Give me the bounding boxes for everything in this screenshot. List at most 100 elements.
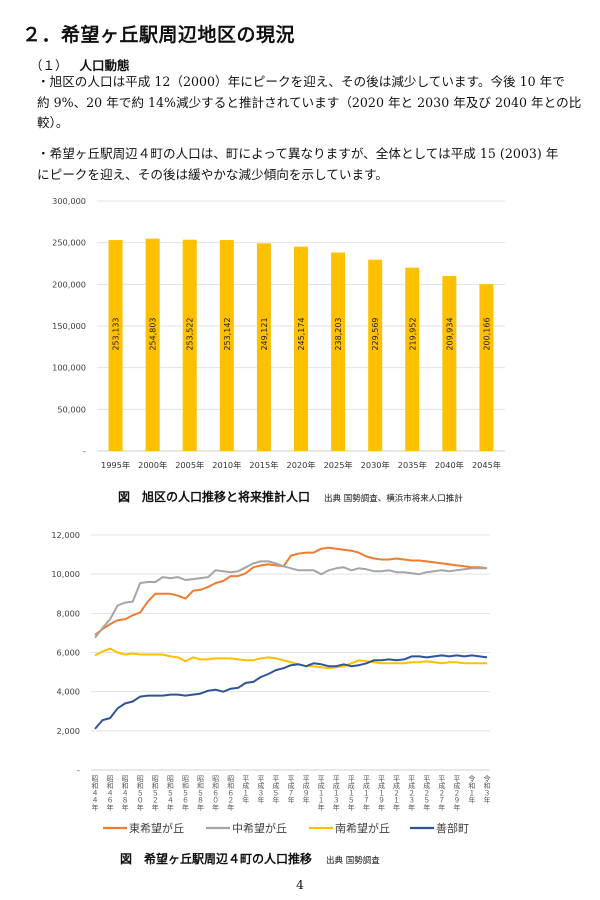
bar-value-label: 253,142	[223, 317, 232, 350]
x-tick-label: 平成１５年	[348, 775, 355, 812]
figure2-source: 出典 国勢調査	[326, 856, 380, 866]
paragraph-four-towns: ・希望ヶ丘駅周辺４町の人口は、町によって異なりますが、全体としては平成 15 (…	[37, 144, 563, 185]
x-tick-label: 2025年	[324, 460, 353, 470]
bar	[405, 267, 420, 451]
x-tick-label: 2005年	[175, 460, 204, 470]
paragraph-asahi-population: ・旭区の人口は平成 12（2000）年にピークを迎え、その後は減少しています。今…	[37, 72, 582, 134]
x-tick-label: 昭和５６年	[182, 775, 189, 812]
figure2-caption-title: 図 希望ヶ丘駅周辺４町の人口推移	[120, 852, 313, 866]
x-tick-label: 平成２５年	[423, 775, 430, 812]
x-tick-label: 平成１１年	[318, 775, 325, 812]
bar	[479, 284, 494, 451]
bar	[331, 252, 346, 451]
x-tick-label: 昭和６２年	[227, 775, 234, 812]
bar	[368, 259, 383, 451]
figure1-caption-title: 図 旭区の人口推移と将来推計人口	[118, 490, 311, 504]
x-tick-label: 平成２７年	[438, 775, 445, 812]
x-tick-label: 昭和５２年	[152, 775, 159, 812]
x-tick-label: 1995年	[101, 460, 130, 470]
bar-value-label: 253,133	[112, 317, 121, 350]
subsection-title: 人口動態	[79, 58, 130, 73]
bar-value-label: 253,522	[186, 317, 195, 350]
paragraph-line: にピークを迎え、その後は緩やかな減少傾向を示しています。	[37, 166, 388, 182]
x-tick-label: 2010年	[212, 460, 241, 470]
bar	[108, 240, 123, 451]
section-title: ２．希望ヶ丘駅周辺地区の現況	[22, 24, 296, 46]
paragraph-line: ・希望ヶ丘駅周辺４町の人口は、町によって異なりますが、全体としては平成 15 (…	[37, 146, 559, 161]
x-tick-label: 平成７年	[288, 775, 295, 805]
subsection-heading: （１） 人口動態	[30, 55, 130, 74]
legend-label: 南希望が丘	[335, 821, 390, 835]
bar	[294, 246, 308, 451]
four-towns-population-line-chart: - 2,000 4,000 6,000 8,000 10,000 12,000 昭和４４年 昭和…	[51, 530, 491, 835]
x-tick-label: 昭和５８年	[197, 775, 204, 812]
y-tick-label: 200,000	[52, 279, 86, 289]
paragraph-line: 約 9%、20 年で約 14%減少すると推計されています（2020 年と 203…	[37, 94, 582, 110]
x-tick-label: 昭和６０年	[212, 775, 219, 812]
x-tick-label: 平成５年	[272, 775, 279, 805]
x-tick-label: 平成２１年	[393, 775, 400, 812]
x-tick-label: 昭和５０年	[137, 775, 144, 812]
figure1-caption: 図 旭区の人口推移と将来推計人口 出典 国勢調査、横浜市将来人口推計	[118, 488, 463, 505]
x-tick-label: 2045年	[472, 460, 501, 470]
x-tick-label: 昭和４６年	[107, 775, 114, 812]
x-tick-label: 平成２３年	[408, 775, 415, 812]
bar	[182, 239, 197, 451]
x-tick-label: 昭和４４年	[92, 775, 99, 812]
series-line	[94, 654, 488, 730]
series-line	[94, 647, 487, 670]
page-number: 4	[296, 878, 304, 892]
x-tick-label: 平成１７年	[363, 775, 370, 812]
bar	[219, 240, 234, 451]
bar-value-label: 245,174	[297, 317, 306, 350]
y-tick-label: 12,000	[51, 530, 80, 540]
bar-value-label: 249,121	[260, 317, 269, 350]
x-tick-label: 平成１年	[242, 775, 249, 805]
y-tick-label: 50,000	[57, 404, 86, 414]
bar-value-label: 209,934	[445, 317, 454, 350]
bar-value-label: 219,952	[408, 317, 417, 350]
x-tick-label: 平成１９年	[378, 775, 385, 812]
x-tick-label: 昭和５４年	[167, 775, 174, 812]
figure2-caption: 図 希望ヶ丘駅周辺４町の人口推移 出典 国勢調査	[120, 850, 380, 867]
x-tick-label: 平成１３年	[333, 775, 340, 812]
x-tick-label: 2015年	[249, 460, 278, 470]
x-tick-label: 2035年	[398, 460, 427, 470]
bar-value-label: 229,569	[371, 317, 380, 350]
x-tick-label: 平成９年	[303, 775, 310, 805]
paragraph-line: ・旭区の人口は平成 12（2000）年にピークを迎え、その後は減少しています。今…	[37, 74, 565, 89]
bar	[256, 243, 271, 451]
y-tick-label: 4,000	[57, 687, 80, 697]
x-tick-label: 2000年	[138, 460, 167, 470]
asahi-population-bar-chart: - 50,000 100,000 150,000 200,000 250,000 300,0…	[52, 196, 505, 470]
y-tick-label: 8,000	[57, 608, 80, 618]
y-tick-label: 100,000	[52, 363, 86, 373]
y-tick-label: 6,000	[57, 648, 80, 658]
y-tick-label: 250,000	[52, 238, 86, 248]
x-tick-label: 平成２９年	[453, 775, 460, 812]
y-tick-label: 2,000	[57, 726, 80, 736]
x-tick-label: 2040年	[435, 460, 464, 470]
legend-label: 善部町	[436, 821, 469, 835]
series-line	[94, 560, 487, 639]
legend-label: 東希望が丘	[129, 821, 184, 835]
x-tick-label: 令和３年	[484, 774, 491, 805]
legend-label: 中希望が丘	[232, 821, 287, 835]
bar-value-label: 200,166	[482, 317, 491, 350]
paragraph-line: 較）。	[37, 115, 69, 130]
x-tick-label: 2020年	[286, 460, 315, 470]
figure1-source: 出典 国勢調査、横浜市将来人口推計	[324, 494, 463, 504]
y-tick-label: -	[83, 446, 86, 456]
y-tick-label: 10,000	[51, 569, 80, 579]
bar	[145, 238, 160, 451]
y-tick-label: -	[77, 765, 80, 775]
x-tick-label: 昭和４８年	[122, 775, 129, 812]
bar-value-label: 254,803	[149, 317, 158, 350]
bar	[442, 276, 457, 451]
x-tick-label: 2030年	[361, 460, 390, 470]
y-tick-label: 300,000	[52, 196, 86, 206]
x-tick-label: 平成３年	[257, 775, 264, 805]
y-tick-label: 150,000	[52, 321, 86, 331]
x-tick-label: 令和１年	[468, 774, 475, 805]
series-line	[94, 546, 488, 636]
